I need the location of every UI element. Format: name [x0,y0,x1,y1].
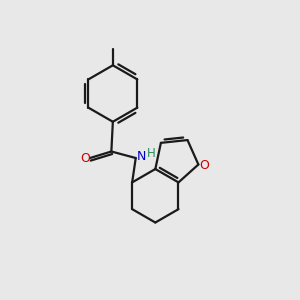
Text: O: O [80,152,90,165]
Text: N: N [137,150,146,163]
Text: H: H [147,147,156,160]
Text: O: O [200,160,209,172]
